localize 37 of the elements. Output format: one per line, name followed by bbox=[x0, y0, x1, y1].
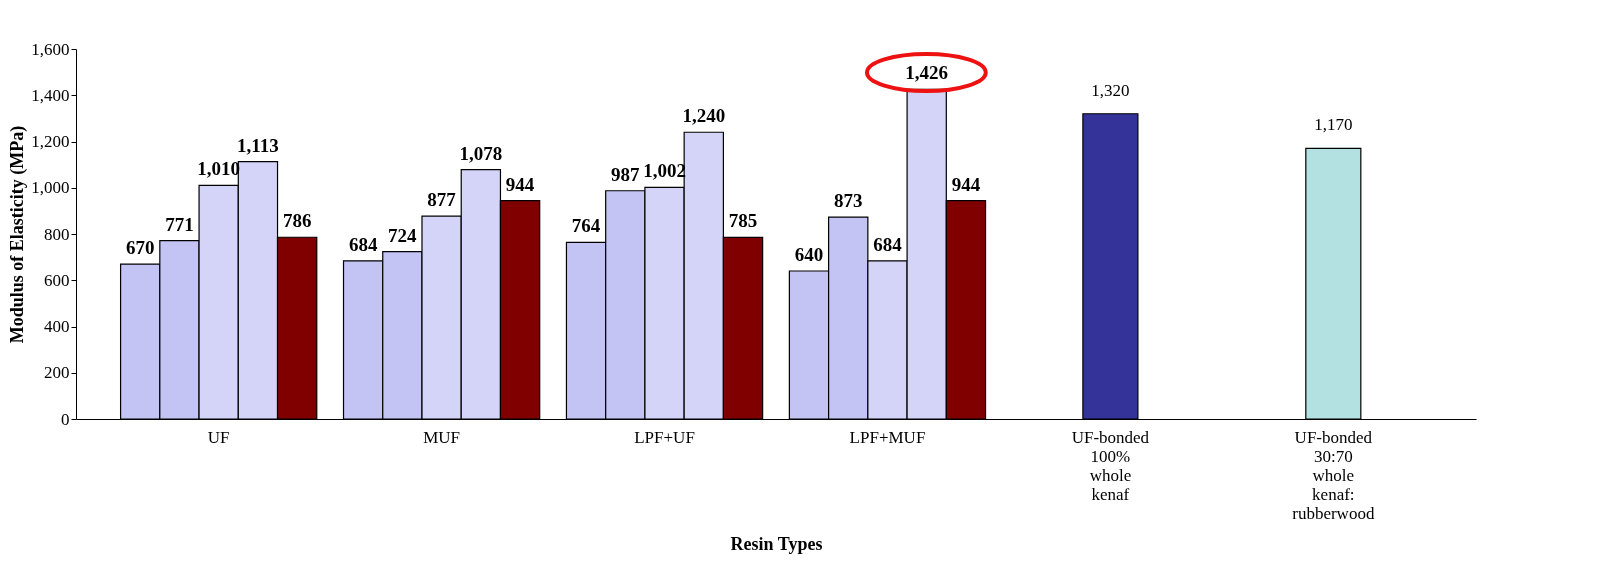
x-tick-label: UF bbox=[207, 427, 230, 447]
x-tick-label: UF-bonded 100% whole kenaf bbox=[1071, 427, 1150, 504]
y-tick-label: 400 bbox=[44, 317, 70, 336]
data-label: 1,078 bbox=[459, 142, 503, 164]
y-tick-label: 1,000 bbox=[31, 178, 70, 198]
data-label: 1,426 bbox=[905, 62, 949, 84]
y-tick-label: 800 bbox=[44, 224, 70, 244]
data-label: 684 bbox=[348, 233, 378, 255]
data-label: 944 bbox=[505, 173, 535, 195]
data-label: 670 bbox=[125, 237, 155, 259]
data-label: 684 bbox=[873, 233, 903, 255]
x-tick-label: LPF+MUF bbox=[849, 427, 926, 447]
x-axis-title: Resin Types bbox=[730, 533, 823, 554]
data-label: 877 bbox=[427, 189, 457, 211]
data-label: 1,113 bbox=[237, 134, 279, 156]
data-label: 771 bbox=[165, 213, 194, 235]
data-label: 764 bbox=[571, 215, 601, 237]
data-label: 724 bbox=[388, 224, 418, 246]
x-tick-label: UF-bonded 30:70 whole kenaf: rubberwood bbox=[1292, 427, 1375, 523]
data-label: 1,170 bbox=[1314, 115, 1353, 135]
data-label: 873 bbox=[833, 190, 863, 212]
y-tick-label: 1,400 bbox=[31, 85, 70, 105]
x-tick-label: LPF+UF bbox=[634, 427, 695, 447]
data-label: 1,240 bbox=[682, 105, 726, 127]
y-tick-label: 200 bbox=[44, 363, 70, 383]
y-tick-label: 0 bbox=[61, 409, 70, 429]
data-label: 944 bbox=[951, 173, 981, 195]
data-label: 1,320 bbox=[1091, 80, 1130, 100]
data-label: 786 bbox=[282, 210, 312, 232]
data-label: 785 bbox=[728, 210, 758, 232]
x-tick-label: MUF bbox=[423, 427, 461, 447]
y-tick-label: 1,600 bbox=[31, 39, 70, 59]
y-tick-label: 1,200 bbox=[31, 132, 70, 151]
y-axis-title: Modulus of Elasticity (MPa) bbox=[7, 125, 29, 344]
y-tick-label: 600 bbox=[44, 270, 70, 290]
data-label: 987 bbox=[611, 163, 641, 185]
data-label: 640 bbox=[794, 244, 824, 265]
